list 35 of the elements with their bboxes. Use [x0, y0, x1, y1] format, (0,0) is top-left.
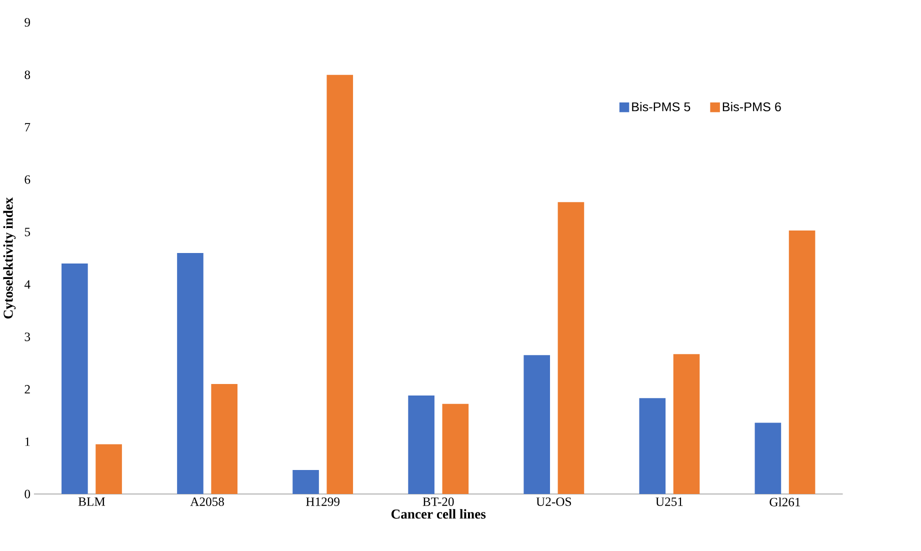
y-tick-label: 6	[24, 176, 30, 184]
bar	[292, 470, 319, 494]
bar	[62, 264, 88, 494]
y-tick-label: 8	[24, 70, 30, 80]
y-tick-label: 3	[24, 332, 30, 342]
y-tick-label: 5	[24, 228, 30, 236]
bar	[524, 355, 550, 494]
x-tick-label: H1299	[306, 498, 340, 506]
y-tick-label: 4	[24, 280, 30, 289]
x-tick-label: BLM	[78, 498, 106, 506]
bar	[754, 422, 782, 494]
y-tick-label: 1	[25, 438, 30, 446]
x-axis-title: Cancer cell lines	[391, 509, 486, 519]
bar	[673, 354, 700, 494]
x-tick-label: Gl261	[770, 498, 800, 507]
bar	[788, 230, 816, 494]
legend-label: Bis-PMS 6	[722, 102, 781, 112]
bar	[326, 75, 354, 494]
y-axis-title: Cytoselektivity index	[3, 198, 16, 319]
y-tick-label: 2	[24, 385, 30, 394]
bar	[211, 384, 238, 494]
bar	[442, 404, 469, 494]
bar	[558, 202, 584, 494]
bar	[96, 444, 122, 494]
bar	[408, 396, 434, 494]
bar	[639, 398, 666, 494]
x-tick-label: U251	[656, 498, 683, 506]
y-tick-label: 7	[25, 123, 30, 132]
x-tick-label: BT-20	[422, 498, 454, 506]
x-tick-label: A2058	[190, 498, 224, 506]
x-tick-label: U2-OS	[536, 498, 572, 506]
y-tick-label: 0	[24, 490, 30, 499]
y-tick-label: 9	[24, 18, 30, 27]
bar	[177, 253, 204, 494]
legend-label: Bis-PMS 5	[632, 102, 690, 112]
